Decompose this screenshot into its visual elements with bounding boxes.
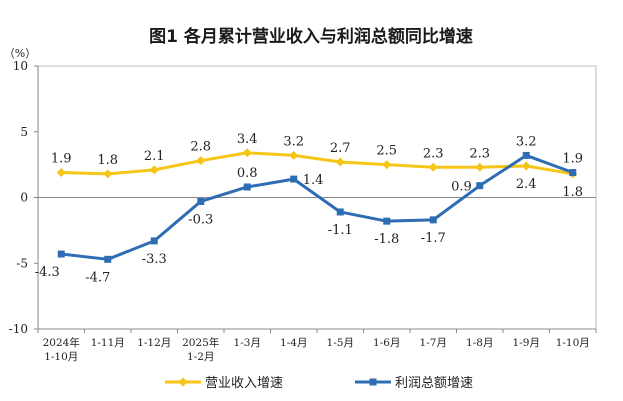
x-tick-label: 1-12月 <box>137 337 171 349</box>
x-tick-label: 1-11月 <box>91 337 125 349</box>
data-point <box>243 183 251 191</box>
data-point <box>56 168 66 178</box>
data-point <box>149 165 159 175</box>
data-label: 3.2 <box>283 134 304 149</box>
x-tick-label: 2025年 1-2月 <box>182 336 219 363</box>
y-axis-unit: （%） <box>4 47 36 60</box>
data-label: 2.8 <box>190 140 211 155</box>
data-label: 2.4 <box>516 177 537 192</box>
y-tick-label: 10 <box>13 59 28 73</box>
series-line-2 <box>61 153 574 261</box>
data-label: 0.8 <box>237 166 258 181</box>
x-tick-label: 1-5月 <box>327 337 354 349</box>
legend-marker <box>178 377 188 387</box>
data-point <box>476 182 484 190</box>
y-tick-label: -10 <box>9 322 28 336</box>
data-point <box>569 169 577 177</box>
data-point <box>104 255 112 263</box>
data-point <box>57 250 65 258</box>
data-point <box>150 237 158 245</box>
data-label: 1.8 <box>562 185 583 200</box>
data-label: -1.8 <box>374 232 399 247</box>
series-line-1 <box>61 151 574 176</box>
data-point <box>522 151 530 159</box>
data-label: -0.3 <box>188 212 213 227</box>
legend-label: 利润总额增速 <box>395 376 473 391</box>
y-tick-label: -5 <box>16 256 28 270</box>
data-label: 1.9 <box>51 152 72 167</box>
legend-label: 营业收入增速 <box>205 376 283 391</box>
data-label: 2.1 <box>144 149 165 164</box>
data-point <box>335 157 345 167</box>
data-label: 3.2 <box>516 134 537 149</box>
data-point <box>429 216 437 224</box>
data-label: 1.4 <box>303 173 324 188</box>
x-tick-label: 1-9月 <box>513 337 540 349</box>
data-label: -1.1 <box>328 223 353 238</box>
data-label: -4.7 <box>85 270 110 285</box>
data-point <box>428 162 438 172</box>
chart-title: 图1 各月累计营业收入与利润总额同比增速 <box>149 26 473 47</box>
data-label: 2.7 <box>330 141 351 156</box>
data-point <box>382 160 392 170</box>
data-label: 3.4 <box>237 132 258 147</box>
data-point <box>383 217 391 225</box>
data-point <box>290 175 298 183</box>
data-point <box>289 150 299 160</box>
data-point <box>103 169 113 179</box>
data-label: -3.3 <box>142 252 167 267</box>
legend-item-1: 营业收入增速 <box>165 376 283 391</box>
data-label: 2.3 <box>423 146 444 161</box>
data-label: 1.8 <box>97 153 118 168</box>
y-tick-label: 5 <box>20 125 28 139</box>
y-tick-label: 0 <box>20 191 28 205</box>
data-label: 0.9 <box>451 180 472 195</box>
x-tick-label: 1-6月 <box>373 337 400 349</box>
x-tick-label: 2024年 1-10月 <box>43 336 80 363</box>
x-tick-label: 1-10月 <box>556 337 590 349</box>
data-label: 1.9 <box>562 152 583 167</box>
legend-item-2: 利润总额增速 <box>355 376 473 391</box>
data-label: 2.5 <box>376 144 397 159</box>
x-tick-label: 1-3月 <box>234 337 261 349</box>
x-tick-label: 1-4月 <box>280 337 307 349</box>
data-label: -4.3 <box>35 265 60 280</box>
data-point <box>242 148 252 158</box>
data-point <box>336 208 344 216</box>
legend-marker <box>369 378 377 386</box>
data-label: 2.3 <box>469 146 490 161</box>
data-point <box>475 162 485 172</box>
x-tick-label: 1-8月 <box>466 337 493 349</box>
data-point <box>197 197 205 205</box>
data-label: -1.7 <box>421 231 446 246</box>
x-tick-label: 1-7月 <box>420 337 447 349</box>
data-point <box>196 156 206 166</box>
data-point <box>521 161 531 171</box>
